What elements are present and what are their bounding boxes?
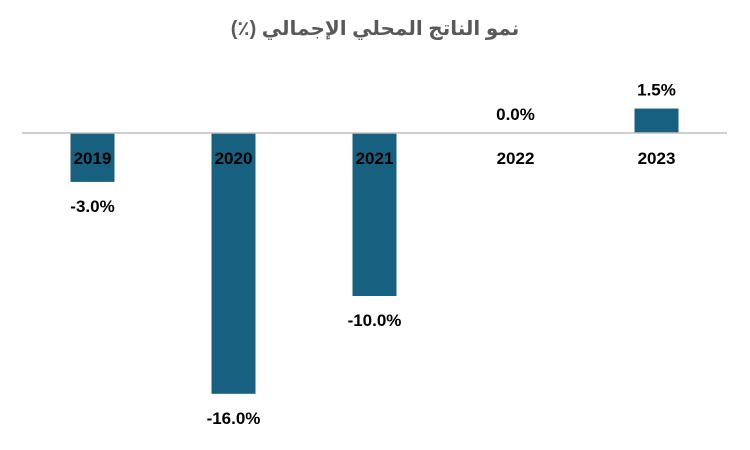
data-labels-layer: -3.0% -16.0% -10.0% 0.0% 1.5% [70, 81, 676, 428]
data-label-2020: -16.0% [207, 409, 261, 428]
x-tick-label-2020: 2020 [215, 149, 253, 168]
bar-2020 [211, 133, 256, 394]
bar-2021 [352, 133, 397, 296]
data-label-2022: 0.0% [496, 105, 535, 124]
data-label-2019: -3.0% [70, 197, 114, 216]
bars-layer [70, 108, 679, 394]
data-label-2023: 1.5% [637, 81, 676, 100]
chart-title: نمو الناتج المحلي الإجمالي (٪) [230, 18, 520, 40]
x-tick-label-2023: 2023 [638, 149, 676, 168]
x-tick-label-2022: 2022 [497, 149, 535, 168]
data-label-2021: -10.0% [348, 311, 402, 330]
tick-labels-layer: 2019 2020 2021 2022 2023 [74, 149, 676, 168]
x-tick-label-2019: 2019 [74, 149, 112, 168]
x-tick-label-2021: 2021 [356, 149, 394, 168]
bar-2019 [70, 133, 115, 182]
bar-2023 [634, 108, 679, 133]
